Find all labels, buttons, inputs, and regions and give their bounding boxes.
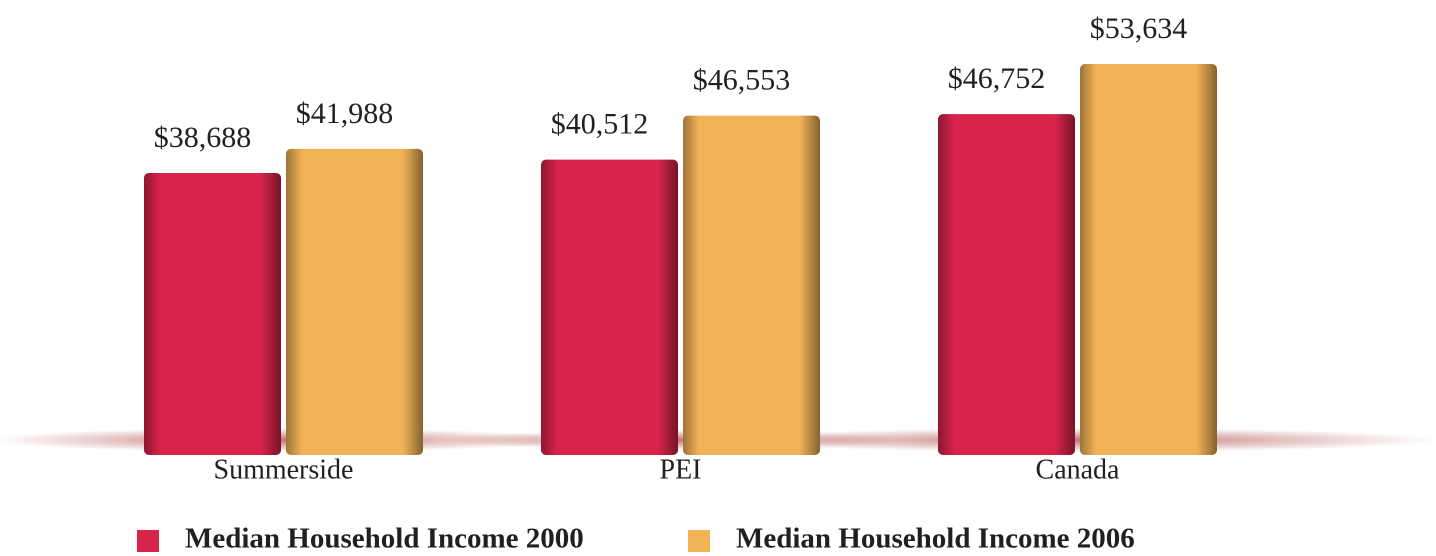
data-label: $46,752 [948,62,1046,95]
x-tick-label: Summerside [214,454,354,485]
legend-label: Median Household Income 2000 [185,523,584,555]
x-tick-label: PEI [660,454,702,485]
data-label: $46,553 [693,64,791,97]
data-label: $41,988 [296,97,394,130]
legend-label: Median Household Income 2006 [736,523,1135,555]
bar [683,115,820,455]
data-label: $53,634 [1090,12,1188,45]
bar [144,172,281,455]
bar [286,148,423,455]
data-label: $40,512 [551,108,649,141]
bar [938,114,1075,455]
legend-swatch [688,530,710,552]
x-tick-label: Canada [1036,454,1121,485]
data-label: $38,688 [154,121,252,154]
bar [541,159,678,455]
legend-swatch [137,530,159,552]
bar [1080,64,1217,455]
